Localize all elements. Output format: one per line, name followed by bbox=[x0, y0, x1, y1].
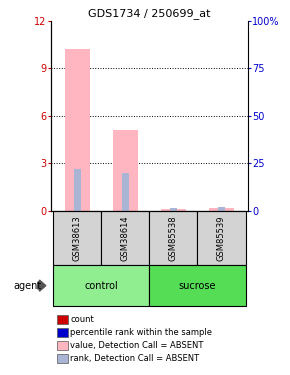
Bar bbox=[57, 354, 68, 363]
Text: agent: agent bbox=[13, 280, 41, 291]
Text: value, Detection Call = ABSENT: value, Detection Call = ABSENT bbox=[70, 340, 204, 350]
Text: GSM85538: GSM85538 bbox=[169, 215, 178, 261]
Text: sucrose: sucrose bbox=[179, 280, 216, 291]
Bar bbox=[170, 208, 177, 211]
Bar bbox=[218, 207, 225, 211]
Bar bbox=[53, 265, 149, 306]
Bar bbox=[57, 328, 68, 337]
Bar bbox=[113, 130, 138, 211]
Text: GSM85539: GSM85539 bbox=[217, 215, 226, 261]
Bar bbox=[149, 265, 246, 306]
Bar bbox=[57, 340, 68, 350]
Text: rank, Detection Call = ABSENT: rank, Detection Call = ABSENT bbox=[70, 354, 200, 363]
Bar bbox=[161, 209, 186, 211]
Text: count: count bbox=[70, 315, 94, 324]
Bar bbox=[209, 208, 234, 211]
Bar bbox=[197, 211, 246, 265]
Text: control: control bbox=[84, 280, 118, 291]
Bar bbox=[101, 211, 149, 265]
Text: GSM38613: GSM38613 bbox=[73, 215, 82, 261]
Bar bbox=[149, 211, 197, 265]
Bar bbox=[65, 49, 90, 211]
Bar bbox=[122, 173, 129, 211]
Bar bbox=[53, 211, 101, 265]
Text: GSM38614: GSM38614 bbox=[121, 215, 130, 261]
Text: percentile rank within the sample: percentile rank within the sample bbox=[70, 328, 213, 337]
Title: GDS1734 / 250699_at: GDS1734 / 250699_at bbox=[88, 9, 211, 20]
Bar bbox=[74, 169, 81, 211]
Bar bbox=[57, 315, 68, 324]
